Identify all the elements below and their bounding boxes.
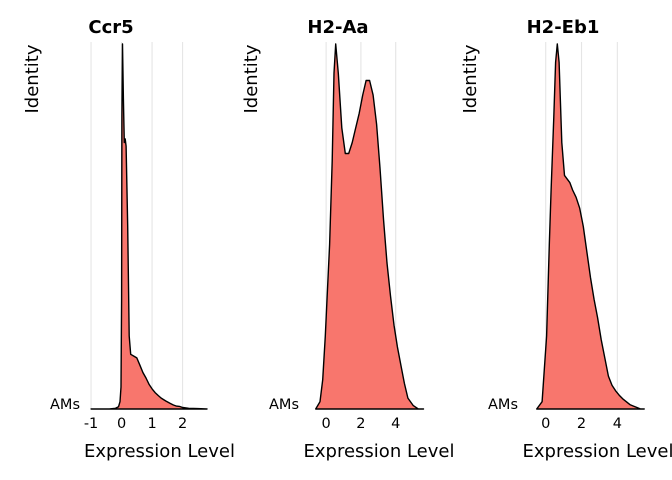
x-axis-title: Expression Level: [84, 441, 235, 462]
x-tick-label: -1: [84, 416, 98, 432]
y-axis-title: Identity: [22, 44, 43, 113]
y-axis-title: Identity: [241, 44, 262, 113]
panel-title: Ccr5: [88, 17, 133, 38]
density-ridge: [90, 43, 208, 410]
x-tick-label: 0: [322, 416, 331, 432]
x-tick-label: 4: [613, 416, 622, 432]
x-tick-label: 2: [178, 416, 187, 432]
x-tick-label: 2: [577, 416, 586, 432]
panel-title: H2-Eb1: [527, 17, 600, 38]
x-tick-label: 4: [391, 416, 400, 432]
density-ridge: [536, 43, 645, 410]
panel-title: H2-Aa: [307, 17, 368, 38]
density-ridge: [315, 43, 425, 410]
x-axis-title: Expression Level: [523, 441, 672, 462]
category-label: AMs: [269, 397, 299, 413]
x-tick-label: 1: [147, 416, 156, 432]
y-axis-title: Identity: [460, 44, 481, 113]
x-tick-label: 2: [356, 416, 365, 432]
x-tick-label: 0: [117, 416, 126, 432]
x-axis-title: Expression Level: [304, 441, 455, 462]
category-label: AMs: [50, 397, 80, 413]
x-tick-label: 0: [541, 416, 550, 432]
category-label: AMs: [488, 397, 518, 413]
